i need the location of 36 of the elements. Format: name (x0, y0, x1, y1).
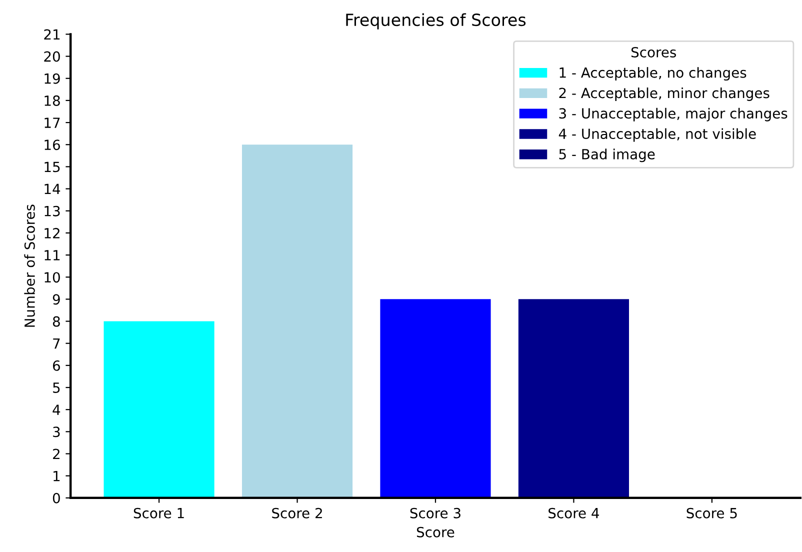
y-tick-label: 5 (53, 382, 60, 393)
y-tick-label: 16 (44, 140, 60, 150)
y-tick-label: 17 (44, 118, 60, 128)
y-axis-title: Number of Scores (24, 204, 35, 327)
x-tick-label: Score 3 (410, 508, 460, 518)
y-tick-label: 15 (44, 162, 60, 172)
y-tick-label: 0 (52, 492, 60, 504)
x-tick-label: Score 1 (134, 508, 184, 518)
x-tick-label: Score 2 (272, 508, 322, 518)
y-tick-label: 21 (44, 29, 60, 40)
y-tick-label: 19 (44, 73, 60, 84)
x-tick-label: Score 5 (686, 508, 737, 518)
y-tick-label: 11 (44, 250, 60, 260)
y-tick-label: 8 (52, 316, 60, 327)
x-axis-title: Score (416, 526, 454, 538)
y-tick-label: 2 (53, 448, 60, 460)
legend-label: 4 - Unacceptable, not visible (558, 128, 756, 142)
y-tick-label: 6 (52, 360, 60, 371)
y-tick-label: 12 (44, 228, 60, 238)
chart-title: Frequencies of Scores (346, 13, 526, 30)
y-tick-label: 18 (44, 95, 60, 106)
legend-label: 2 - Acceptable, minor changes (559, 87, 770, 101)
y-tick-label: 14 (44, 184, 60, 194)
y-tick-label: 4 (52, 404, 60, 415)
y-tick-label: 3 (53, 426, 60, 438)
legend-title: Scores (631, 46, 676, 58)
y-tick-label: 13 (44, 206, 60, 216)
y-tick-label: 7 (53, 338, 60, 349)
legend-label: 3 - Unacceptable, major changes (559, 108, 788, 122)
y-tick-label: 20 (44, 51, 60, 62)
legend-label: 1 - Acceptable, no changes (560, 67, 746, 81)
y-tick-label: 10 (44, 272, 60, 283)
y-tick-label: 1 (54, 470, 60, 482)
x-tick-label: Score 4 (548, 508, 599, 518)
y-tick-label: 9 (52, 294, 60, 305)
legend-label: 5 - Bad image (559, 148, 655, 162)
